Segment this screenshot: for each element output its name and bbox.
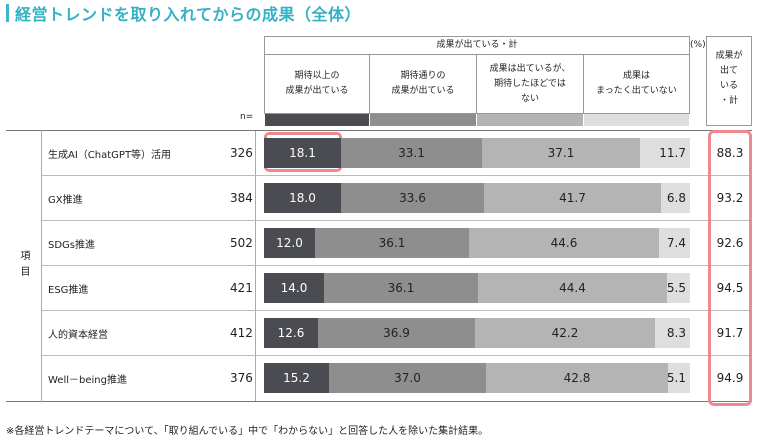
bar-segment-0: 14.0 (264, 273, 324, 303)
bar-segment-0: 12.0 (264, 228, 315, 258)
bar-segment-3: 6.8 (661, 183, 690, 213)
bar-segment-3: 11.7 (640, 138, 690, 168)
bar-segment-2: 42.8 (486, 363, 668, 393)
row-divider (255, 176, 256, 221)
row-divider (255, 221, 256, 266)
row-separator (42, 220, 752, 221)
total-header: 成果が 出て いる ・計 (706, 36, 752, 126)
bar-segment-0: 18.1 (264, 138, 341, 168)
item-axis-label: 項目 (6, 130, 42, 402)
chart-row: 人的資本経営 412 91.7 (42, 311, 752, 356)
bar-segment-2: 44.6 (469, 228, 659, 258)
legend-swatch-3 (584, 114, 689, 126)
title-text: 経営トレンドを取り入れてからの成果（全体） (15, 5, 362, 24)
column-header-2: 成果は出ているが、 期待したほどでは ない (476, 54, 584, 114)
bar-segment-1: 33.1 (341, 138, 482, 168)
bar-segment-3: 8.3 (655, 318, 690, 348)
bar-segment-0: 15.2 (264, 363, 329, 393)
row-label: 生成AI（ChatGPT等）活用 (48, 149, 172, 161)
row-label: SDGs推進 (48, 239, 96, 251)
footnote: ※各経営トレンドテーマについて、「取り組んでいる」中で「わからない」と回答した人… (6, 426, 489, 437)
bar-segment-0: 18.0 (264, 183, 341, 213)
row-n-value: 421 (230, 281, 253, 295)
bar-segment-0: 12.6 (264, 318, 318, 348)
row-separator (42, 265, 752, 266)
row-divider (255, 356, 256, 401)
column-header-1: 期待通りの 成果が出ている (369, 54, 477, 114)
row-separator (42, 355, 752, 356)
row-label: ESG推進 (48, 284, 89, 296)
bar-segment-2: 41.7 (484, 183, 661, 213)
bar-segment-2: 42.2 (475, 318, 655, 348)
bar-segment-1: 36.9 (318, 318, 475, 348)
bar-segment-1: 36.1 (315, 228, 469, 258)
chart-title: 経営トレンドを取り入れてからの成果（全体） (6, 2, 361, 24)
row-n-value: 502 (230, 236, 253, 250)
chart-row: GX推進 384 93.2 (42, 176, 752, 221)
bar-segment-1: 33.6 (341, 183, 484, 213)
row-total-value: 88.3 (716, 146, 744, 160)
row-total-value: 91.7 (716, 326, 744, 340)
bar-segment-3: 5.1 (667, 363, 690, 393)
bar-segment-2: 37.1 (482, 138, 640, 168)
legend-swatch-2 (477, 114, 583, 126)
bar-segment-1: 36.1 (324, 273, 478, 303)
row-divider (255, 131, 256, 176)
row-label: Well－being推進 (48, 374, 127, 386)
percent-unit: (%) (690, 40, 706, 50)
column-header-3: 成果は まったく出ていない (583, 54, 690, 114)
row-total-value: 93.2 (716, 191, 744, 205)
legend-swatch-0 (265, 114, 369, 126)
row-divider (255, 311, 256, 356)
row-total-value: 94.9 (716, 371, 744, 385)
row-separator (42, 310, 752, 311)
row-label: GX推進 (48, 194, 83, 206)
chart-row: SDGs推進 502 92.6 (42, 221, 752, 266)
chart-row: 生成AI（ChatGPT等）活用 326 88.3 (42, 131, 752, 176)
column-header-0: 期待以上の 成果が出ている (264, 54, 370, 114)
row-n-value: 326 (230, 146, 253, 160)
row-separator (42, 175, 752, 176)
chart-row: ESG推進 421 94.5 (42, 266, 752, 311)
row-divider (255, 266, 256, 311)
row-label: 人的資本経営 (48, 329, 108, 341)
total-highlight-box (708, 130, 752, 406)
n-label: n= (240, 112, 254, 122)
bar-segment-2: 44.4 (478, 273, 667, 303)
title-accent-bar (6, 4, 9, 22)
group-header: 成果が出ている・計 (264, 36, 690, 54)
row-total-value: 92.6 (716, 236, 744, 250)
bar-segment-3: 7.4 (659, 228, 690, 258)
row-n-value: 412 (230, 326, 253, 340)
bar-segment-3: 5.5 (667, 273, 690, 303)
legend-swatch-1 (370, 114, 476, 126)
row-n-value: 384 (230, 191, 253, 205)
chart-row: Well－being推進 376 94.9 (42, 356, 752, 401)
row-total-value: 94.5 (716, 281, 744, 295)
row-n-value: 376 (230, 371, 253, 385)
bar-segment-1: 37.0 (329, 363, 486, 393)
table-frame (6, 130, 752, 402)
